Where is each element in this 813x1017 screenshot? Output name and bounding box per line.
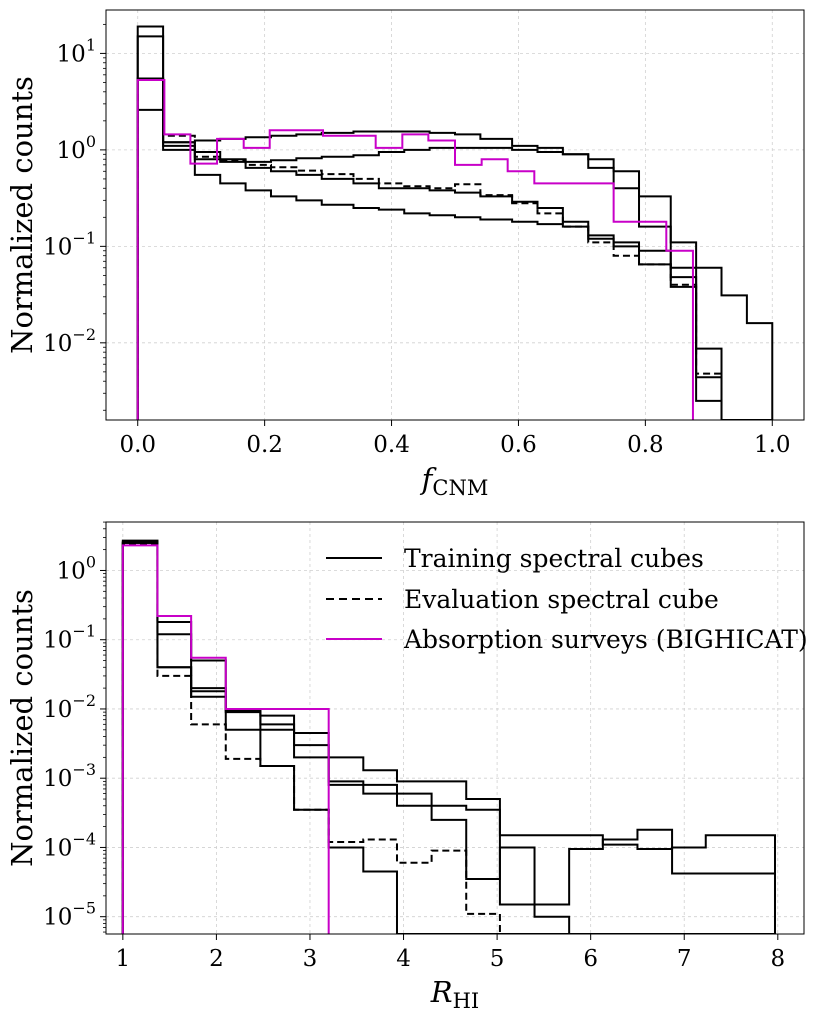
legend-label-bighicat: Absorption surveys (BIGHICAT) [403,625,808,654]
panel-top: 0.0 0.2 0.4 0.6 0.8 1.0 101 100 10−1 10−2 Normal… [5,9,805,500]
bottom-y-tick-label: 10−3 [43,760,96,792]
legend-label-training: Training spectral cubes [404,544,704,573]
top-series-2 [136,35,773,420]
top-x-ticks: 0.0 0.2 0.4 0.6 0.8 1.0 [119,420,791,458]
bottom-y-tick-label: 10−2 [43,691,96,723]
top-series [136,25,774,420]
bottom-axes-frame [105,521,805,935]
legend: Training spectral cubes Evaluation spect… [326,544,808,654]
top-x-tick-label: 0.0 [119,432,156,458]
top-y-tick-label: 10−2 [43,325,96,357]
top-series-4 [136,77,773,420]
bottom-x-tick-label: 4 [396,946,411,972]
top-x-tick-label: 0.6 [500,432,537,458]
bottom-y-tick-label: 10−4 [43,829,96,861]
top-series-5 [136,79,694,420]
bottom-x-tick-label: 5 [490,946,505,972]
legend-label-evaluation: Evaluation spectral cube [404,585,719,614]
bottom-y-axis-label: Normalized counts [5,589,39,867]
top-series-0 [136,25,773,420]
bottom-series-1 [121,540,775,934]
top-y-ticks: 101 100 10−1 10−2 [43,23,106,411]
top-y-tick-label: 100 [57,132,96,164]
bottom-y-tick-label: 10−1 [43,622,96,654]
top-y-tick-label: 10−1 [43,228,96,260]
top-y-axis-label: Normalized counts [5,76,39,354]
bottom-x-tick-label: 1 [116,946,131,972]
bottom-series-3 [121,541,776,934]
top-x-tick-label: 1.0 [754,432,791,458]
top-series-1 [136,77,773,420]
bottom-x-tick-label: 7 [677,946,692,972]
bottom-x-tick-label: 6 [583,946,598,972]
panel-bottom: 1 2 3 4 5 6 7 8 100 10−1 10−2 10−3 10−4 10−5 Normali… [5,521,808,1013]
top-axes-frame [105,9,805,421]
bottom-grid [106,522,804,934]
top-x-tick-label: 0.8 [627,432,664,458]
top-y-tick-label: 101 [57,35,96,67]
top-x-axis-label: fCNM [420,462,489,500]
bottom-x-ticks: 1 2 3 4 5 6 7 8 [116,934,785,972]
bottom-y-tick-label: 10−5 [43,899,96,931]
bottom-y-ticks: 100 10−1 10−2 10−3 10−4 10−5 [43,521,106,933]
bottom-y-tick-label: 100 [57,552,96,584]
bottom-x-tick-label: 8 [770,946,785,972]
bottom-x-tick-label: 2 [209,946,224,972]
bottom-x-axis-label: RHI [430,975,479,1013]
bottom-series-5 [121,544,330,934]
top-x-tick-label: 0.4 [373,432,410,458]
bottom-series-4 [121,543,501,934]
top-series-3 [136,108,774,420]
top-x-tick-label: 0.2 [246,432,283,458]
bottom-series [121,539,776,934]
bottom-x-tick-label: 3 [303,946,318,972]
